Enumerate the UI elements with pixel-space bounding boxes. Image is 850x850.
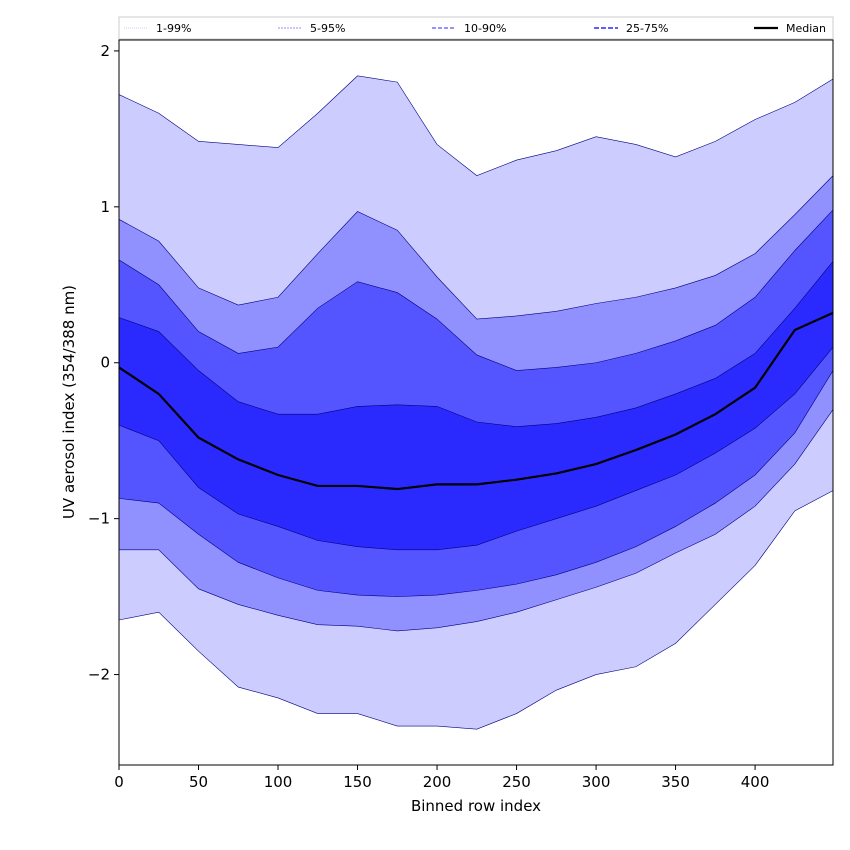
y-tick-label: 0 xyxy=(100,354,110,372)
band-upper-edge xyxy=(118,175,834,320)
y-tick-label: 1 xyxy=(100,198,110,216)
legend: 1-99% 5-95% 10-90% 25-75% Median xyxy=(118,16,834,40)
median-line xyxy=(118,311,834,491)
y-tick-label: −1 xyxy=(88,510,110,528)
x-tick-label: 400 xyxy=(741,773,770,791)
x-axis-label: Binned row index xyxy=(411,797,541,815)
band-lower-edge xyxy=(118,370,834,597)
band-upper-edge xyxy=(118,75,834,176)
legend-label: 1-99% xyxy=(156,22,191,35)
x-tick-label: 250 xyxy=(502,773,531,791)
band-lower-edge xyxy=(118,346,834,551)
band-lower-edge xyxy=(119,409,834,632)
band-upper-edge xyxy=(118,261,834,427)
x-tick-label: 150 xyxy=(343,773,372,791)
y-axis-label: UV aerosol index (354/388 nm) xyxy=(60,285,78,519)
y-tick-label: −2 xyxy=(88,666,110,684)
band-upper-edge xyxy=(118,209,834,371)
band-25-75% xyxy=(119,261,833,550)
x-tick-label: 100 xyxy=(264,773,293,791)
legend-label: 10-90% xyxy=(464,22,506,35)
x-tick-label: 0 xyxy=(114,773,124,791)
band-lower-edge xyxy=(118,490,834,730)
percentile-bands xyxy=(118,75,834,730)
x-tick-label: 200 xyxy=(423,773,452,791)
axis-ticks: 0 50 100 150 200 250 300 350 400 −2 −1 0 1 2 xyxy=(88,42,770,791)
legend-box xyxy=(118,16,834,40)
legend-label: 5-95% xyxy=(310,22,345,35)
x-tick-label: 350 xyxy=(661,773,690,791)
x-tick-label: 300 xyxy=(582,773,611,791)
plot-frame xyxy=(118,39,834,766)
x-tick-label: 50 xyxy=(189,773,208,791)
legend-label: Median xyxy=(786,22,826,35)
legend-label: 25-75% xyxy=(626,22,668,35)
y-tick-label: 2 xyxy=(100,42,110,60)
